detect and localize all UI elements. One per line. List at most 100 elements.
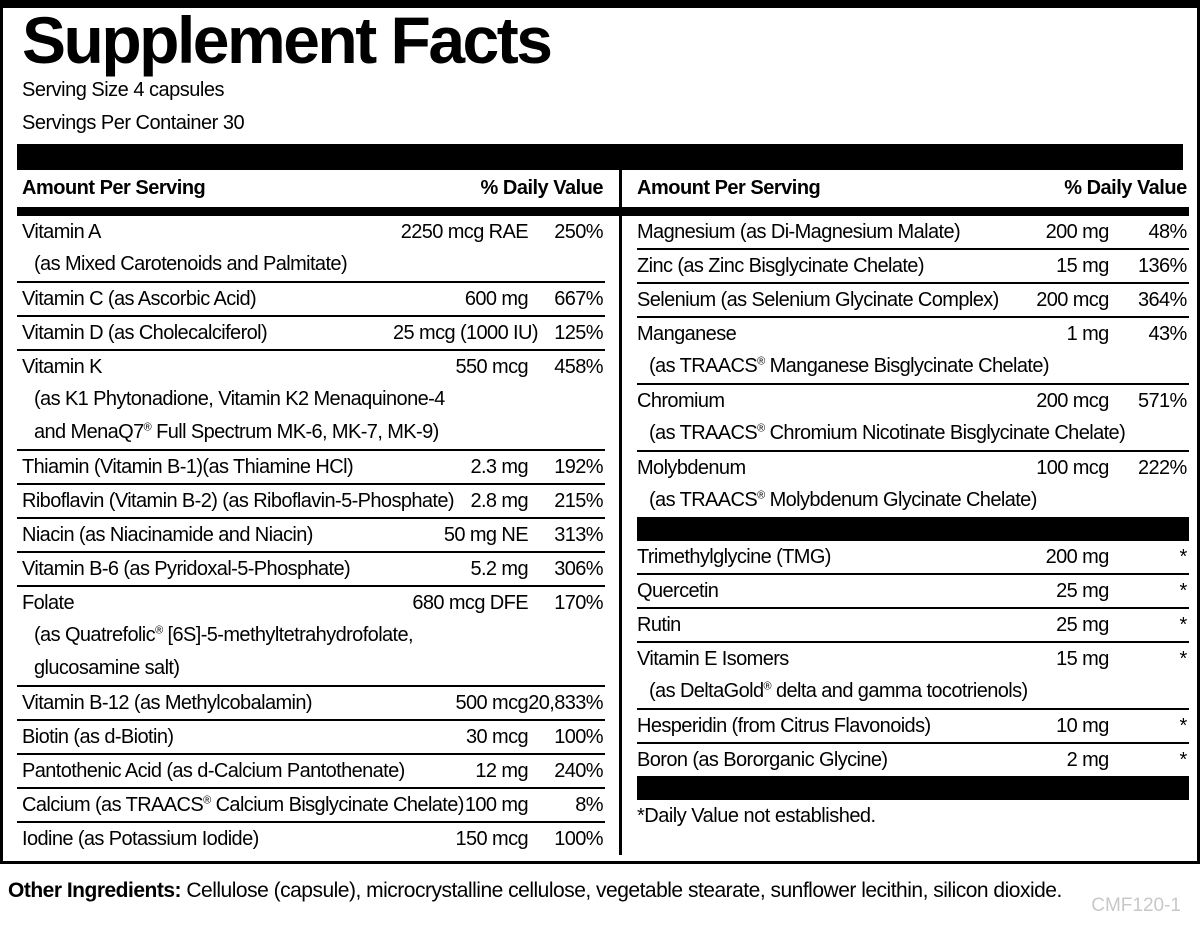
servings-per-container-text: Servings Per Container 30 bbox=[22, 112, 245, 134]
ingredient-dv: 170% bbox=[554, 592, 603, 614]
top-black-band bbox=[17, 144, 1183, 170]
ingredient-dv: 250% bbox=[554, 221, 603, 243]
ingredient-amount: 10 mg bbox=[1056, 715, 1109, 737]
ingredient-dv: 43% bbox=[1148, 323, 1187, 345]
table-row: Boron (as Bororganic Glycine) 2 mg * bbox=[637, 744, 1189, 776]
ingredient-amount: 150 mcg bbox=[455, 828, 528, 850]
ingredient-dv: 192% bbox=[554, 456, 603, 478]
ingredient-amount: 25 mcg (1000 IU) bbox=[393, 322, 539, 344]
page-title: Supplement Facts bbox=[22, 3, 553, 77]
header-underline-band bbox=[622, 207, 1189, 216]
table-row: Niacin (as Niacinamide and Niacin) 50 mg … bbox=[17, 519, 605, 553]
ingredient-amount: 200 mcg bbox=[1036, 390, 1109, 412]
ingredient-amount: 500 mcg bbox=[455, 692, 528, 714]
ingredient-amount: 12 mg bbox=[475, 760, 528, 782]
ingredient-dv: 8% bbox=[575, 794, 603, 816]
ingredient-source: (as Quatrefolic® [6S]-5-methyltetrahydro… bbox=[34, 624, 414, 646]
table-row: Quercetin 25 mg * bbox=[637, 575, 1189, 609]
ingredient-dv: 571% bbox=[1137, 390, 1187, 412]
table-row: Vitamin B-12 (as Methylcobalamin) 500 mcg… bbox=[17, 687, 605, 721]
table-row: Thiamin (Vitamin B-1)(as Thiamine HCl) 2.… bbox=[17, 451, 605, 485]
ingredient-name: Vitamin E Isomers bbox=[637, 648, 789, 670]
ingredient-name: Pantothenic Acid (as d-Calcium Pantothen… bbox=[22, 760, 405, 782]
right-column-body: Magnesium (as Di-Magnesium Malate) 200 mg… bbox=[622, 216, 1189, 832]
ingredient-name: Biotin (as d-Biotin) bbox=[22, 726, 174, 748]
ingredient-name: Molybdenum bbox=[637, 457, 746, 479]
ingredient-amount: 600 mg bbox=[464, 288, 529, 310]
ingredient-name: Folate bbox=[22, 592, 75, 614]
ingredient-name: Vitamin D (as Cholecalciferol) bbox=[22, 322, 268, 344]
ingredient-amount: 200 mg bbox=[1045, 221, 1110, 243]
ingredient-name: Vitamin B-12 (as Methylcobalamin) bbox=[22, 692, 313, 714]
ingredient-dv: 240% bbox=[554, 760, 603, 782]
table-row: Rutin 25 mg * bbox=[637, 609, 1189, 643]
ingredient-amount: 5.2 mg bbox=[470, 558, 528, 580]
ingredient-dv: 20,833% bbox=[528, 692, 603, 714]
ingredient-amount: 25 mg bbox=[1056, 580, 1109, 602]
daily-value-header: % Daily Value bbox=[1064, 177, 1187, 199]
product-code: CMF120-1 bbox=[1091, 895, 1181, 916]
ingredient-amount: 15 mg bbox=[1056, 255, 1109, 277]
table-row: Trimethylglycine (TMG) 200 mg * bbox=[637, 541, 1189, 575]
section-separator-bar bbox=[637, 776, 1189, 800]
ingredient-source: (as Mixed Carotenoids and Palmitate) bbox=[34, 253, 348, 275]
table-row: Vitamin B-6 (as Pyridoxal-5-Phosphate) 5.… bbox=[17, 553, 605, 587]
table-row: Vitamin K 550 mcg 458% (as K1 Phytonadione,… bbox=[17, 351, 605, 451]
ingredient-dv: * bbox=[1179, 546, 1188, 568]
ingredient-name: Rutin bbox=[637, 614, 681, 636]
ingredient-dv: 100% bbox=[554, 726, 603, 748]
left-column-body: Vitamin A 2250 mcg RAE 250% (as Mixed Carot… bbox=[17, 216, 619, 855]
section-separator-bar bbox=[637, 517, 1189, 541]
ingredient-name: Vitamin B-6 (as Pyridoxal-5-Phosphate) bbox=[22, 558, 351, 580]
column-header: Amount Per Serving % Daily Value bbox=[17, 170, 605, 207]
ingredient-source: glucosamine salt) bbox=[34, 657, 180, 679]
ingredient-dv: 667% bbox=[554, 288, 603, 310]
table-row: Selenium (as Selenium Glycinate Complex)… bbox=[637, 284, 1189, 318]
table-row: Riboflavin (Vitamin B-2) (as Riboflavin-… bbox=[17, 485, 605, 519]
daily-value-header: % Daily Value bbox=[480, 177, 604, 199]
other-ingredients-text: Cellulose (capsule), microcrystalline ce… bbox=[186, 879, 1062, 902]
ingredient-amount: 550 mcg bbox=[455, 356, 528, 378]
table-row: Vitamin D (as Cholecalciferol) 25 mcg (10… bbox=[17, 317, 605, 351]
ingredient-amount: 2 mg bbox=[1066, 749, 1110, 771]
ingredient-name: Manganese bbox=[637, 323, 737, 345]
facts-table: Amount Per Serving % Daily Value Vitamin… bbox=[17, 144, 1189, 855]
ingredient-name: Riboflavin (Vitamin B-2) (as Riboflavin-… bbox=[22, 490, 455, 512]
ingredient-amount: 1 mg bbox=[1066, 323, 1110, 345]
column-header: Amount Per Serving % Daily Value bbox=[637, 170, 1189, 207]
table-row: Manganese 1 mg 43% (as TRAACS® Manganese Bi… bbox=[637, 318, 1189, 385]
ingredient-amount: 2.3 mg bbox=[470, 456, 528, 478]
table-row: Zinc (as Zinc Bisglycinate Chelate) 15 mg… bbox=[637, 250, 1189, 284]
table-row: Biotin (as d-Biotin) 30 mcg 100% bbox=[17, 721, 605, 755]
table-row: Vitamin A 2250 mcg RAE 250% (as Mixed Carot… bbox=[17, 216, 605, 283]
ingredient-amount: 200 mcg bbox=[1036, 289, 1109, 311]
ingredient-name: Vitamin K bbox=[22, 356, 102, 378]
ingredient-name: Vitamin C (as Ascorbic Acid) bbox=[22, 288, 257, 310]
ingredient-name: Hesperidin (from Citrus Flavonoids) bbox=[637, 715, 931, 737]
other-ingredients-label: Other Ingredients: bbox=[8, 879, 182, 902]
ingredient-name: Chromium bbox=[637, 390, 725, 412]
ingredient-name: Vitamin A bbox=[22, 221, 101, 243]
facts-box: Supplement Facts Serving Size 4 capsules… bbox=[0, 0, 1200, 864]
ingredient-dv: 48% bbox=[1148, 221, 1187, 243]
ingredient-amount: 30 mcg bbox=[466, 726, 529, 748]
table-row: Iodine (as Potassium Iodide) 150 mcg 100% bbox=[17, 823, 605, 855]
table-row: Hesperidin (from Citrus Flavonoids) 10 mg… bbox=[637, 710, 1189, 744]
ingredient-name: Magnesium (as Di-Magnesium Malate) bbox=[637, 221, 961, 243]
ingredient-name: Calcium (as TRAACS® Calcium Bisglycinate… bbox=[22, 794, 464, 816]
ingredient-dv: 313% bbox=[554, 524, 603, 546]
ingredient-name: Thiamin (Vitamin B-1)(as Thiamine HCl) bbox=[22, 456, 354, 478]
amount-per-serving-header: Amount Per Serving bbox=[22, 177, 206, 199]
table-row: Pantothenic Acid (as d-Calcium Pantothen… bbox=[17, 755, 605, 789]
ingredient-name: Quercetin bbox=[637, 580, 719, 602]
ingredient-dv: 136% bbox=[1137, 255, 1187, 277]
left-column: Amount Per Serving % Daily Value Vitamin… bbox=[17, 170, 619, 855]
right-column: Amount Per Serving % Daily Value Magnesi… bbox=[622, 170, 1189, 855]
ingredient-dv: 364% bbox=[1137, 289, 1187, 311]
ingredient-dv: 125% bbox=[554, 322, 603, 344]
ingredient-amount: 100 mcg bbox=[1036, 457, 1109, 479]
ingredient-amount: 2.8 mg bbox=[470, 490, 528, 512]
ingredient-dv: * bbox=[1179, 648, 1188, 670]
table-row: Vitamin C (as Ascorbic Acid) 600 mg 667% bbox=[17, 283, 605, 317]
